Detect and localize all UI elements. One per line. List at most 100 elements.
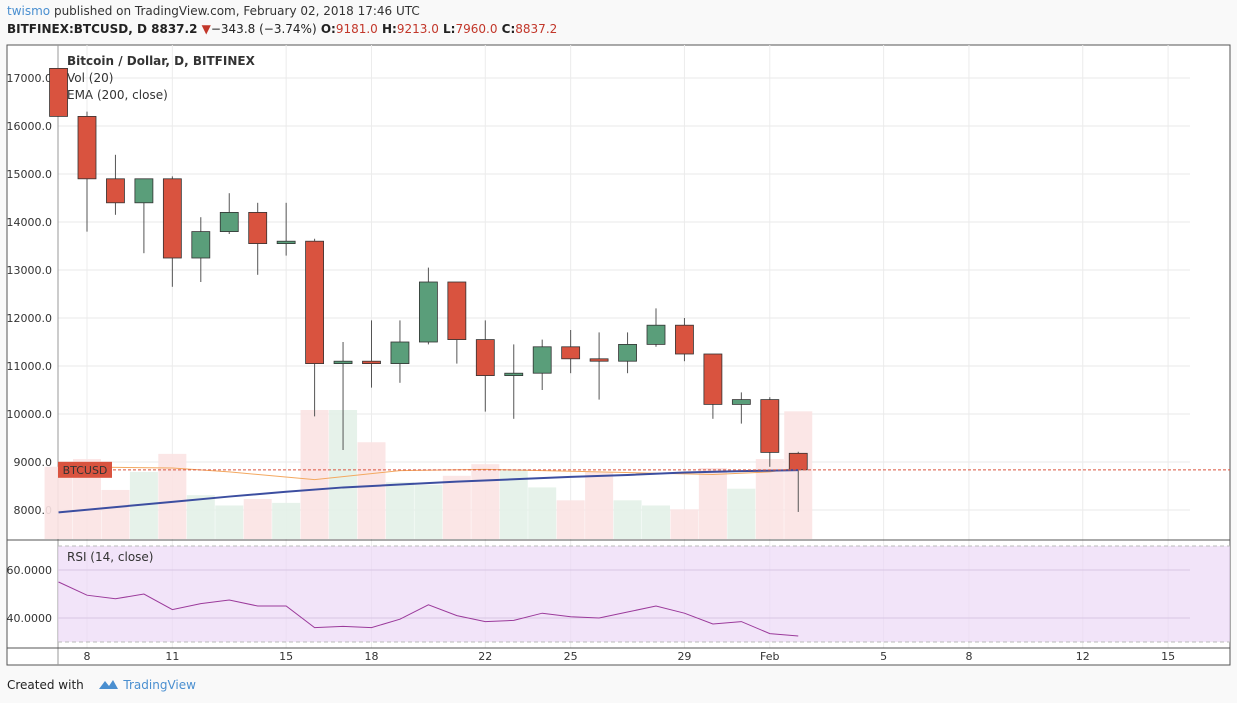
volume-bar <box>613 500 642 539</box>
legend-entry: Vol (20) <box>67 71 113 85</box>
y-tick-label: 8000.0 <box>14 504 53 517</box>
y-tick-label: 14000.0 <box>7 216 53 229</box>
volume-bar <box>158 453 187 539</box>
footer: Created with TradingView <box>7 677 196 692</box>
volume-bar <box>357 442 386 539</box>
publish-info: twismo published on TradingView.com, Feb… <box>7 4 420 18</box>
candle-body <box>618 343 637 362</box>
volume-bar <box>272 502 301 539</box>
tradingview-link[interactable]: TradingView <box>123 678 196 692</box>
candle-body <box>333 360 353 365</box>
rsi-band <box>58 546 1230 642</box>
candle-body <box>191 231 211 259</box>
candle-body <box>305 240 325 364</box>
last-price: 8837.2 <box>151 22 198 36</box>
volume-bar <box>642 505 670 539</box>
volume-bar <box>243 499 272 539</box>
symbol-label: BITFINEX:BTCUSD, D <box>7 22 147 36</box>
low-label: L: <box>443 22 456 36</box>
y-tick-label: 17000.0 <box>7 72 53 85</box>
tradingview-brand[interactable]: TradingView <box>96 678 196 692</box>
x-tick-label: 8 <box>84 650 91 663</box>
candle-body <box>788 452 808 471</box>
candle-body <box>276 240 296 244</box>
volume-bar <box>44 466 73 539</box>
candle-body <box>162 178 182 259</box>
candle-body <box>589 358 609 362</box>
candle-body <box>561 346 581 360</box>
candle-body <box>106 178 125 204</box>
price-tag-bg <box>58 461 112 478</box>
y-tick-label: 11000.0 <box>7 360 53 373</box>
close-label: C: <box>501 22 516 36</box>
high-label: H: <box>382 22 397 36</box>
rsi-legend: RSI (14, close) <box>67 550 153 564</box>
volume-bar <box>215 505 244 539</box>
candle-body <box>447 281 467 340</box>
volume-bar <box>442 475 471 539</box>
y-tick-label: 15000.0 <box>7 168 53 181</box>
volume-bar <box>385 482 414 539</box>
created-with-text: Created with <box>7 678 84 692</box>
x-tick-label: 18 <box>365 650 379 663</box>
x-tick-label: 15 <box>279 650 293 663</box>
x-tick-label: 29 <box>677 650 691 663</box>
candle-body <box>504 372 524 377</box>
candle-body <box>362 360 381 365</box>
x-tick-label: 5 <box>880 650 887 663</box>
volume-bar <box>471 464 500 539</box>
rsi-line <box>58 581 799 637</box>
symbol-ohlc-bar: BITFINEX:BTCUSD, D 8837.2 ▼−343.8 (−3.74… <box>7 22 557 36</box>
x-tick-label: 12 <box>1076 650 1090 663</box>
candle-body <box>760 399 780 453</box>
author-name[interactable]: twismo <box>7 4 51 18</box>
y-tick-label: 16000.0 <box>7 120 53 133</box>
ema-line <box>58 469 799 514</box>
y-tick-label: 9000.0 <box>14 456 53 469</box>
volume-bar <box>556 500 585 539</box>
candle-body <box>390 341 410 365</box>
x-tick-label: 25 <box>564 650 578 663</box>
volume-bar <box>186 495 215 539</box>
candle-body <box>646 324 666 345</box>
close-value: 8837.2 <box>515 22 558 36</box>
x-tick-label: 22 <box>478 650 492 663</box>
volume-bar <box>585 471 614 539</box>
candle-body <box>675 324 694 355</box>
legend-entry: EMA (200, close) <box>67 88 168 102</box>
volume-bar <box>414 484 443 539</box>
tradingview-cloud-icon <box>98 680 118 689</box>
volume-bar <box>300 410 329 539</box>
candle-body <box>475 339 495 377</box>
candle-body <box>219 211 239 232</box>
high-value: 9213.0 <box>396 22 439 36</box>
candle-body <box>77 116 97 180</box>
low-value: 7960.0 <box>455 22 498 36</box>
price-change: −343.8 (−3.74%) <box>210 22 317 36</box>
publish-text: published on TradingView.com, February 0… <box>50 4 420 18</box>
rsi-tick-label: 40.0000 <box>7 612 53 625</box>
x-tick-label: 8 <box>965 650 972 663</box>
open-value: 9181.0 <box>335 22 378 36</box>
candle-body <box>49 68 68 117</box>
x-tick-label: 11 <box>165 650 179 663</box>
triangle-down-icon: ▼ <box>201 22 211 36</box>
x-tick-label: 15 <box>1161 650 1175 663</box>
y-tick-label: 10000.0 <box>7 408 53 421</box>
candle-body <box>248 211 268 244</box>
candle-body <box>703 353 723 405</box>
candle-body <box>731 399 751 405</box>
y-tick-label: 13000.0 <box>7 264 53 277</box>
rsi-tick-label: 60.0000 <box>7 564 53 577</box>
candle-body <box>418 281 438 343</box>
volume-bar <box>670 509 699 539</box>
x-tick-label: Feb <box>760 650 779 663</box>
chart-title: Bitcoin / Dollar, D, BITFINEX <box>67 54 256 68</box>
candle-body <box>532 346 552 374</box>
open-label: O: <box>320 22 336 36</box>
volume-bar <box>101 489 130 539</box>
volume-bar <box>499 469 528 539</box>
price-tag-label: BTCUSD <box>63 464 108 477</box>
volume-bar <box>528 487 557 539</box>
